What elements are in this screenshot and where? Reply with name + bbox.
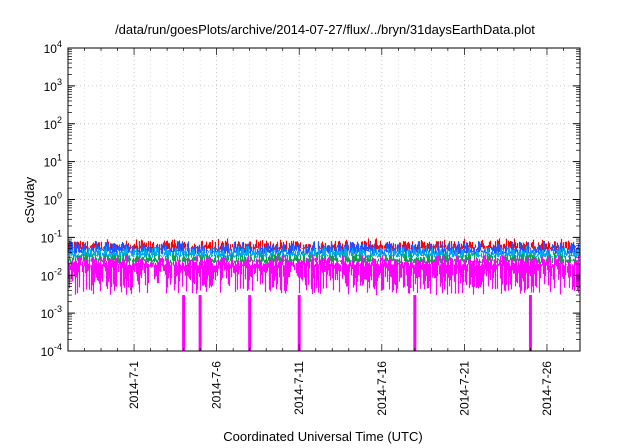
x-tick-label: 2014-7-21 (457, 361, 471, 416)
y-tick-label: 102 (44, 115, 62, 132)
x-tick-label: 2014-7-11 (292, 361, 306, 415)
y-tick-label: 10-2 (41, 266, 62, 283)
y-tick-label: 10-4 (41, 342, 62, 359)
y-axis: 10-4 10-3 10-2 10-1 100 101 102 103 104 (41, 39, 580, 359)
grid-lines (68, 48, 580, 351)
x-tick-label: 2014-7-26 (540, 361, 554, 416)
x-tick-label: 2014-7-1 (127, 361, 141, 409)
y-tick-label: 10-3 (41, 304, 62, 321)
dropout-mark (528, 295, 532, 351)
dropout-mark (297, 295, 301, 351)
dropout-mark (182, 295, 186, 351)
y-tick-label: 104 (44, 39, 62, 56)
x-tick-label: 2014-7-6 (210, 361, 224, 409)
dropout-mark (198, 295, 202, 351)
chart-title: /data/run/goesPlots/archive/2014-07-27/f… (115, 22, 535, 37)
y-tick-label: 101 (44, 153, 62, 170)
y-axis-label: cSv/day (22, 176, 37, 223)
y-tick-label: 10-1 (41, 228, 62, 245)
y-tick-label: 100 (44, 191, 62, 208)
x-axis-label: Coordinated Universal Time (UTC) (223, 429, 422, 444)
plot-area (67, 238, 581, 351)
x-tick-label: 2014-7-16 (375, 361, 389, 416)
x-axis: 2014-7-1 2014-7-6 2014-7-11 2014-7-16 2014-7… (67, 48, 581, 416)
series-line (67, 254, 581, 296)
dropout-mark (248, 295, 252, 351)
dropout-mark (413, 295, 417, 351)
y-tick-label: 103 (44, 77, 62, 94)
